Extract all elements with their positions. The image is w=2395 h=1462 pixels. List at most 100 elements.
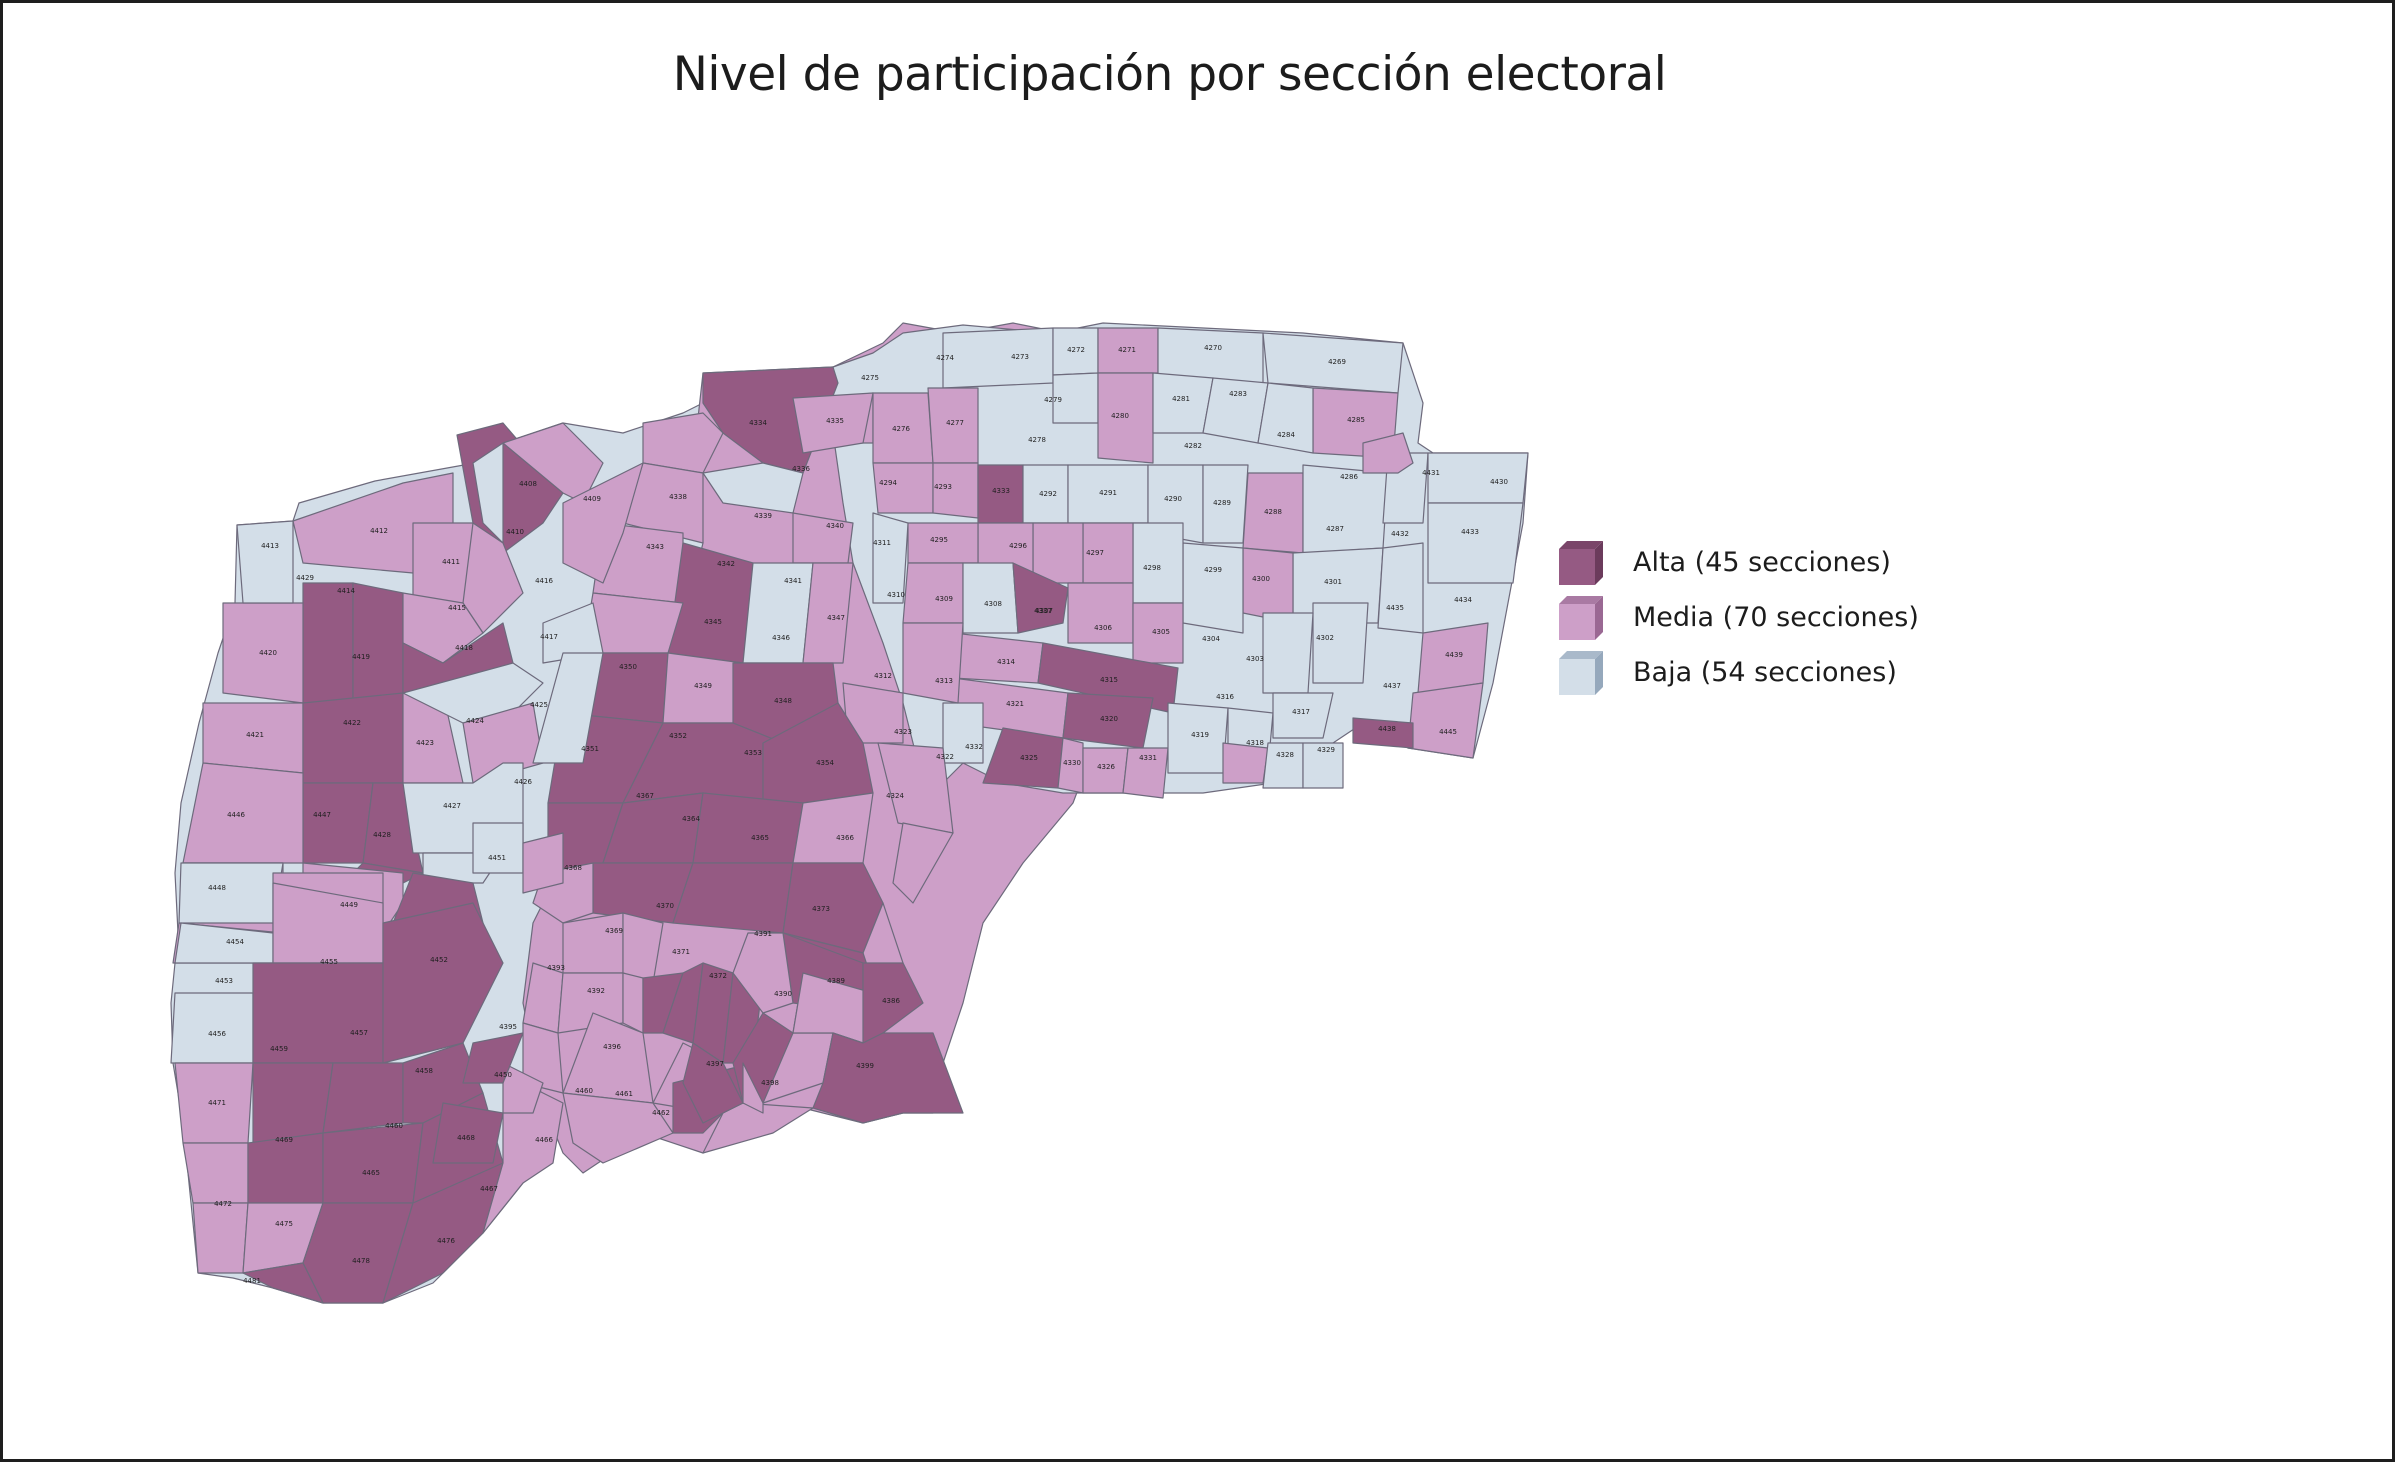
section-label: 4373 [812, 905, 830, 913]
section-label: 4299 [1204, 566, 1222, 574]
section-label: 4298 [1143, 564, 1161, 572]
section-label: 4316 [1216, 693, 1234, 701]
section-label: 4274 [936, 354, 954, 362]
section-baja [170, 992, 254, 1064]
section-label: 4467 [480, 1185, 498, 1193]
section-media [742, 1062, 764, 1114]
section-label: 4428 [373, 831, 391, 839]
section-label: 4392 [587, 987, 605, 995]
section-baja [962, 562, 1019, 634]
section-label: 4334 [749, 419, 767, 427]
section-label: 4338 [669, 493, 687, 501]
section-label: 4371 [672, 948, 690, 956]
section-label: 4425 [530, 701, 548, 709]
section-label: 4465 [362, 1169, 380, 1177]
section-label: 4292 [1039, 490, 1057, 498]
section-media [1097, 372, 1154, 464]
section-label: 4411 [442, 558, 460, 566]
section-label: 4295 [930, 536, 948, 544]
section-label: 4290 [1164, 495, 1182, 503]
section-baja [942, 702, 984, 764]
section-media [802, 562, 854, 664]
section-label: 4391 [754, 930, 772, 938]
section-alta [462, 1032, 524, 1084]
section-label: 4478 [352, 1257, 370, 1265]
section-baja [402, 662, 544, 724]
section-label: 4336 [792, 465, 810, 473]
section-baja [1272, 692, 1334, 739]
section-media [502, 422, 604, 504]
section-label: 4415 [448, 604, 466, 612]
section-label: 4280 [1111, 412, 1129, 420]
section-alta [302, 782, 374, 864]
section-label: 4346 [772, 634, 790, 642]
section-label: 4430 [1490, 478, 1508, 486]
section-alta [302, 582, 354, 704]
section-label: 4435 [1386, 604, 1404, 612]
section-baja [1202, 377, 1269, 444]
section-label: 4293 [934, 483, 952, 491]
section-baja [942, 327, 1054, 389]
section-label: 4366 [836, 834, 854, 842]
section-alta [812, 1032, 964, 1124]
section-label: 4409 [583, 495, 601, 503]
section-label: 4314 [997, 658, 1015, 666]
section-label: 4456 [208, 1030, 226, 1038]
section-label: 4460 [575, 1087, 593, 1095]
section-label: 4287 [1326, 525, 1344, 533]
section-label: 4427 [443, 802, 461, 810]
section-media [1222, 742, 1269, 784]
section-label: 4297 [1086, 549, 1104, 557]
section-label: 4466 [535, 1136, 553, 1144]
section-label: 4304 [1202, 635, 1220, 643]
section-baja [1312, 602, 1369, 684]
section-label: 4275 [861, 374, 879, 382]
section-label: 4348 [774, 697, 792, 705]
section-label: 4342 [717, 560, 735, 568]
section-label: 4431 [1422, 469, 1440, 477]
section-label: 4320 [1100, 715, 1118, 723]
section-label: 4369 [605, 927, 623, 935]
section-media [192, 1202, 249, 1274]
section-label: 4386 [882, 997, 900, 1005]
section-label: 4414 [337, 587, 355, 595]
section-media [182, 1142, 249, 1204]
section-baja [742, 562, 814, 664]
section-label: 4471 [208, 1099, 226, 1107]
section-label: 4458 [415, 1067, 433, 1075]
section-label: 4453 [215, 977, 233, 985]
section-label: 4352 [669, 732, 687, 740]
section-label: 4370 [656, 902, 674, 910]
section-label: 4350 [619, 663, 637, 671]
section-label: 4278 [1028, 436, 1046, 444]
section-label: 4277 [946, 419, 964, 427]
section-label: 4332 [965, 743, 983, 751]
section-label: 4322 [936, 753, 954, 761]
section-label: 4472 [214, 1200, 232, 1208]
section-label: 4434 [1454, 596, 1472, 604]
section-label: 4335 [826, 417, 844, 425]
section-label: 4454 [226, 938, 244, 946]
section-label: 4270 [1204, 344, 1222, 352]
section-label: 4413 [261, 542, 279, 550]
section-label: 4301 [1324, 578, 1342, 586]
section-label: 4429 [296, 574, 314, 582]
section-label: 4325 [1020, 754, 1038, 762]
section-media [902, 562, 964, 624]
section-label: 4417 [540, 633, 558, 641]
section-label: 4424 [466, 717, 484, 725]
section-baja [1302, 742, 1344, 789]
section-alta [862, 962, 924, 1044]
section-media [562, 912, 624, 974]
section-label: 4317 [1292, 708, 1310, 716]
section-media [892, 822, 954, 904]
section-label: 4419 [352, 653, 370, 661]
section-alta [252, 1062, 334, 1144]
section-alta [382, 1162, 504, 1304]
section-alta [432, 1102, 504, 1164]
section-label: 4410 [506, 528, 524, 536]
section-media [872, 462, 934, 514]
section-label: 4282 [1184, 442, 1202, 450]
section-label: 4461 [615, 1090, 633, 1098]
